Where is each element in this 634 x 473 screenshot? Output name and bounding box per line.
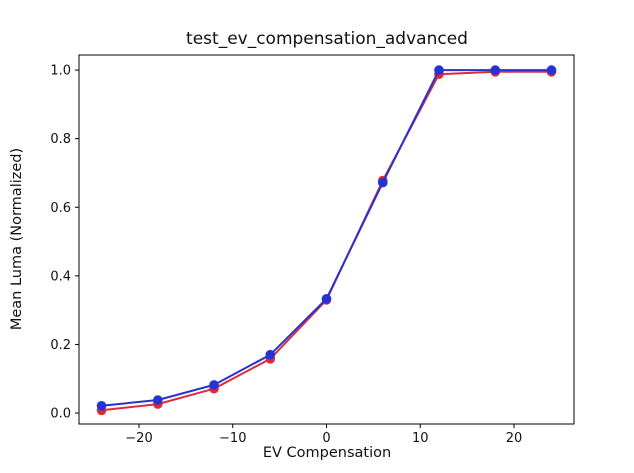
x-axis-label: EV Compensation xyxy=(262,445,392,461)
y-tick-label: 0.2 xyxy=(50,338,71,353)
chart-title: test_ev_compensation_advanced xyxy=(186,29,468,49)
y-tick-label: 0.8 xyxy=(50,132,71,147)
x-tick-label: 10 xyxy=(412,431,429,446)
y-tick-label: 0.6 xyxy=(50,201,71,216)
series-blue-marker xyxy=(153,395,163,405)
y-tick-label: 0.0 xyxy=(50,407,71,422)
series-blue-marker xyxy=(490,65,501,75)
series-blue-marker xyxy=(434,65,444,75)
series-red-line xyxy=(101,70,552,412)
series-blue-marker xyxy=(209,380,219,390)
series-blue-marker xyxy=(265,349,276,360)
x-tick-label: −20 xyxy=(125,431,152,446)
series-blue-marker xyxy=(546,65,557,75)
series-blue-marker xyxy=(96,401,107,411)
x-tick-label: 20 xyxy=(506,431,523,446)
y-axis-label: Mean Luma (Normalized) xyxy=(9,147,25,331)
x-tick-label: 0 xyxy=(322,431,330,446)
axes-frame xyxy=(78,54,575,425)
series-blue-line xyxy=(101,69,552,407)
x-tick-label: −10 xyxy=(219,431,246,446)
y-tick-label: 0.4 xyxy=(50,269,71,284)
y-tick-label: 1.0 xyxy=(50,64,71,79)
series-blue-marker xyxy=(321,294,332,304)
series-blue-marker xyxy=(378,177,388,188)
